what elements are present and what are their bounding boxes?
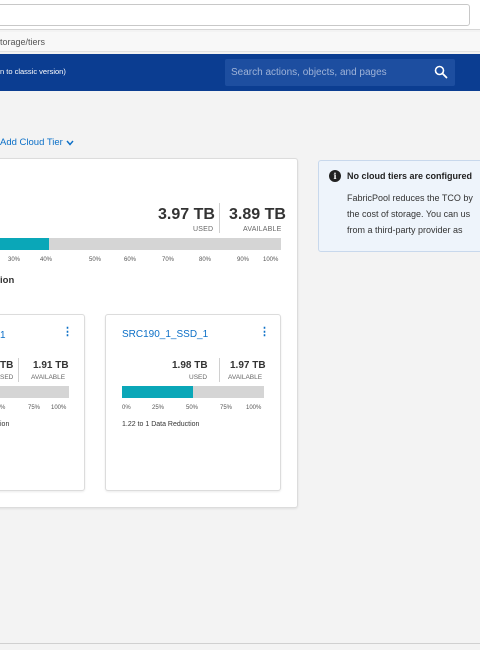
tier-used-label: USED xyxy=(189,374,208,381)
info-text-line: from a third-party provider as xyxy=(347,225,463,235)
browser-address-bar[interactable] xyxy=(0,0,480,30)
address-field[interactable] xyxy=(0,4,470,26)
classic-version-link[interactable]: n to classic version) xyxy=(0,67,66,76)
stat-divider xyxy=(219,203,220,233)
tier-used-value: TB xyxy=(0,360,14,371)
info-title: No cloud tiers are configured xyxy=(347,171,473,181)
breadcrumb-path: torage/tiers xyxy=(0,37,46,47)
summary-capacity-bar xyxy=(0,238,281,250)
tier-used-value: 1.98 TB xyxy=(172,360,208,371)
footer-divider xyxy=(0,643,480,644)
tier-tick: 25% xyxy=(152,405,165,411)
summary-tick: 70% xyxy=(162,257,175,263)
summary-tick: 50% xyxy=(89,257,102,263)
tier-capacity-bar xyxy=(122,386,264,398)
info-icon: i xyxy=(329,170,341,182)
summary-tick: 40% xyxy=(40,257,53,263)
kebab-menu-icon[interactable]: ⋮ xyxy=(259,326,270,338)
tier-tick: 50% xyxy=(186,405,199,411)
tier-tick: % xyxy=(0,405,6,411)
chevron-down-icon xyxy=(66,140,74,146)
tier-tick: 100% xyxy=(51,405,67,411)
tier-data-reduction: ion xyxy=(0,421,10,428)
summary-used-label: USED xyxy=(193,226,214,233)
tier-available-label: AVAILABLE xyxy=(228,374,263,381)
tier-tick: 0% xyxy=(122,405,131,411)
summary-capacity-fill xyxy=(0,238,50,250)
stat-divider xyxy=(18,358,19,382)
no-cloud-tiers-info-box: i No cloud tiers are configured FabricPo… xyxy=(318,160,480,252)
tier-card xyxy=(0,314,85,491)
search-input[interactable] xyxy=(231,59,421,86)
tier-data-reduction: 1.22 to 1 Data Reduction xyxy=(122,421,200,428)
stat-divider xyxy=(219,358,220,382)
summary-available-value: 3.89 TB xyxy=(229,206,286,223)
tier-capacity-bar xyxy=(0,386,69,398)
breadcrumb: torage/tiers xyxy=(0,32,480,52)
tier-tick: 75% xyxy=(28,405,41,411)
summary-tick: 80% xyxy=(199,257,212,263)
kebab-menu-icon[interactable]: ⋮ xyxy=(62,326,73,338)
search-icon[interactable] xyxy=(434,65,448,79)
tier-available-label: AVAILABLE xyxy=(31,374,66,381)
summary-tick: 100% xyxy=(263,257,279,263)
summary-used-value: 3.97 TB xyxy=(158,206,215,223)
tier-name-link[interactable]: 1 xyxy=(0,330,6,341)
summary-data-reduction: ion xyxy=(0,275,15,286)
tier-name-link[interactable]: SRC190_1_SSD_1 xyxy=(122,329,209,340)
summary-available-label: AVAILABLE xyxy=(243,226,282,233)
tier-tick: 100% xyxy=(246,405,262,411)
summary-tick: 30% xyxy=(8,257,21,263)
info-text-line: FabricPool reduces the TCO by xyxy=(347,193,473,203)
info-text-line: the cost of storage. You can us xyxy=(347,209,471,219)
summary-tick: 60% xyxy=(124,257,137,263)
summary-tick: 90% xyxy=(237,257,250,263)
tier-capacity-fill xyxy=(122,386,193,398)
add-cloud-tier-button[interactable]: Add Cloud Tier xyxy=(0,137,74,148)
tier-used-label: SED xyxy=(0,374,14,381)
tier-tick: 75% xyxy=(220,405,233,411)
tier-available-value: 1.97 TB xyxy=(230,360,266,371)
tier-card xyxy=(105,314,281,491)
search-box[interactable] xyxy=(225,59,455,86)
add-cloud-tier-label: Add Cloud Tier xyxy=(0,137,63,148)
tier-available-value: 1.91 TB xyxy=(33,360,69,371)
